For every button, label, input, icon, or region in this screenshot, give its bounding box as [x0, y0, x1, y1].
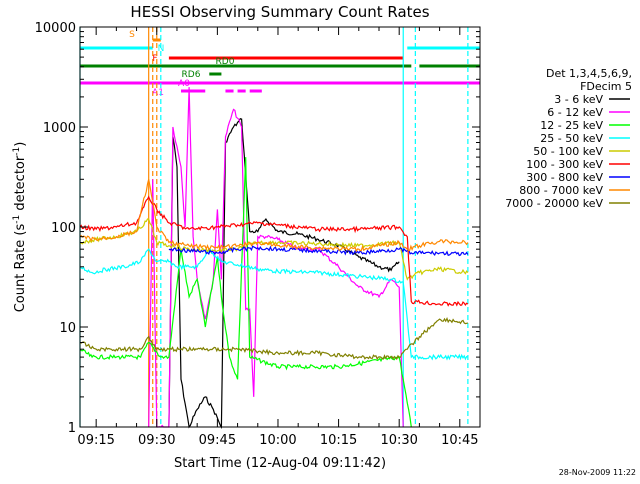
flag-label-rd0: RD0 [216, 57, 235, 67]
flag-label-rd6: RD6 [182, 70, 201, 80]
y-tick-label: 1000 [43, 121, 76, 136]
y-tick-label: 10 [59, 321, 76, 336]
series-line-25-50-kev [79, 248, 469, 361]
series-line-100-300-kev [79, 195, 469, 307]
footer-date: 28-Nov-2009 11:22 [559, 468, 636, 477]
y-axis-label-main: Count Rate (s [13, 224, 28, 313]
y-axis-label: Count Rate (s-1 detector-1) [12, 142, 28, 313]
legend-entry-label: 25 - 50 keV [540, 132, 603, 145]
x-tick-label: 10:30 [380, 433, 417, 448]
flag-label-s: S [129, 30, 135, 40]
x-tick-label: 10:00 [259, 433, 296, 448]
x-tick-label: 10:45 [441, 433, 478, 448]
legend-entry-label: 100 - 300 keV [526, 158, 603, 171]
y-axis: 1 10 100 1000 10000 [35, 21, 480, 436]
flag-label-n: N [158, 44, 165, 54]
x-tick-label: 09:30 [138, 433, 175, 448]
legend-entry-label: 50 - 100 keV [533, 145, 603, 158]
legend-entry-label: 6 - 12 keV [547, 106, 603, 119]
x-axis-label: Start Time (12-Aug-04 09:11:42) [174, 456, 386, 471]
x-axis: 09:15 09:30 09:45 10:00 10:15 10:30 10:45 [77, 27, 481, 448]
legend-header: Det 1,3,4,5,6,9, [546, 67, 632, 80]
legend-entry-label: 800 - 7000 keV [519, 184, 603, 197]
chart-title: HESSI Observing Summary Count Rates [130, 3, 429, 21]
y-axis-label-sup2: -1 [12, 147, 22, 156]
y-tick-label: 100 [51, 221, 76, 236]
series-line-6-12-kev [148, 87, 404, 428]
series-line-50-100-kev [79, 218, 469, 281]
series-line-800-7000-kev [79, 179, 469, 253]
y-axis-label-mid: detector [13, 155, 28, 215]
series-line-300-800-kev [168, 245, 469, 257]
y-tick-label: 10000 [35, 21, 76, 36]
x-tick-label: 09:45 [199, 433, 236, 448]
flag-label-a0: A0 [178, 79, 190, 89]
legend-entry-label: 7000 - 20000 keV [505, 197, 603, 210]
series-line-3-6-kev [168, 117, 400, 430]
flag-label-f: F [152, 54, 157, 64]
legend-entry-label: 300 - 800 keV [526, 171, 603, 184]
series-line-7000-20000-kev [79, 316, 469, 361]
x-tick-label: 10:15 [320, 433, 357, 448]
flag-label-a1: A1 [152, 88, 164, 98]
legend-entry-label: 3 - 6 keV [554, 93, 603, 106]
legend-header: FDecim 5 [580, 80, 632, 93]
series-layer [79, 87, 469, 430]
series-line-12-25-kev [79, 157, 412, 428]
legend-entry-label: 12 - 25 keV [540, 119, 603, 132]
y-tick-label: 1 [68, 421, 76, 436]
y-axis-label-sup1: -1 [12, 215, 22, 224]
y-axis-label-end: ) [13, 142, 28, 147]
x-tick-label: 09:15 [77, 433, 114, 448]
